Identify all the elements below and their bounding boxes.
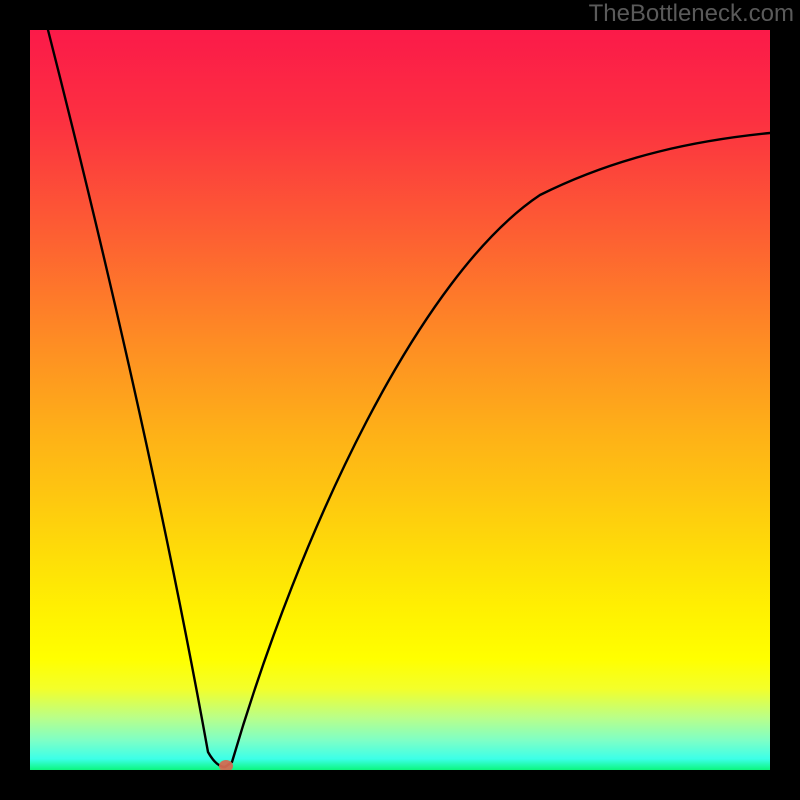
bottleneck-chart [0,0,800,800]
watermark-text: TheBottleneck.com [589,0,794,28]
chart-container: TheBottleneck.com [0,0,800,800]
plot-background [30,30,770,770]
